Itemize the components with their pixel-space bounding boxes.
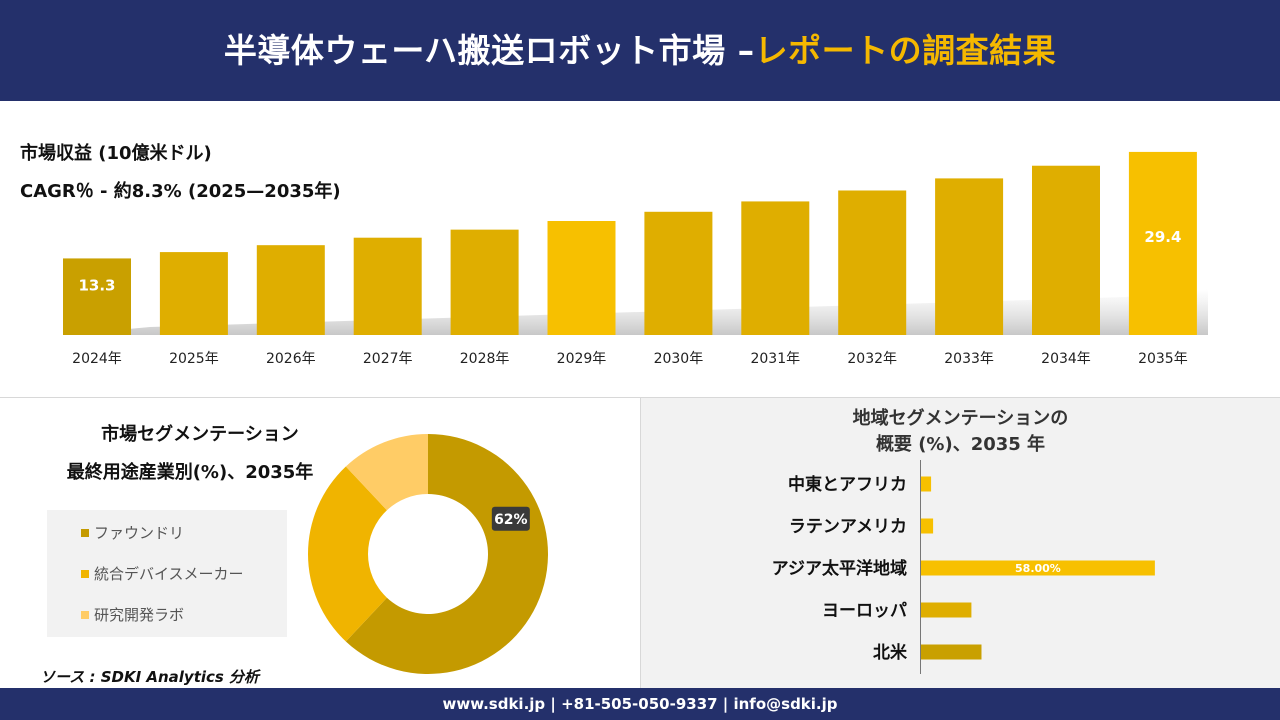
revenue-x-label: 2026年 bbox=[266, 351, 316, 367]
bar-shadow bbox=[63, 289, 1208, 335]
footer-contact: www.sdki.jp | +81-505-050-9337 | info@sd… bbox=[442, 695, 838, 713]
revenue-bar bbox=[547, 221, 616, 335]
revenue-x-label: 2024年 bbox=[72, 351, 122, 367]
regional-category-label: ラテンアメリカ bbox=[789, 517, 907, 537]
revenue-x-label: 2027年 bbox=[363, 351, 413, 367]
revenue-data-label: 13.3 bbox=[78, 276, 115, 294]
regional-category-label: 中東とアフリカ bbox=[788, 474, 907, 495]
donut-slice bbox=[308, 466, 387, 642]
revenue-x-label: 2030年 bbox=[654, 351, 704, 367]
revenue-x-label: 2031年 bbox=[750, 351, 800, 367]
regional-category-label: ヨーロッパ bbox=[822, 601, 907, 621]
regional-bar bbox=[921, 560, 1155, 576]
horizontal-divider bbox=[0, 397, 1280, 398]
segmentation-panel: 市場セグメンテーション 最終用途産業別(%)、2035年 ファウンドリ 統合デバ… bbox=[0, 398, 640, 688]
revenue-bar bbox=[838, 190, 907, 335]
legend-swatch-idm bbox=[81, 569, 89, 578]
revenue-panel: 市場収益 (10億米ドル) CAGR％ - 約8.3% (2025—2035年)… bbox=[0, 101, 1280, 397]
donut-slice bbox=[345, 434, 428, 511]
regional-bar bbox=[921, 476, 932, 492]
legend-item-idm: 統合デバイスメーカー bbox=[81, 563, 244, 584]
regional-category-label: アジア太平洋地域 bbox=[772, 558, 907, 579]
segmentation-donut-chart: 62% bbox=[308, 434, 548, 674]
regional-bar bbox=[921, 602, 972, 618]
revenue-bar bbox=[159, 252, 228, 335]
legend-item-foundry: ファウンドリ bbox=[81, 522, 184, 543]
revenue-x-label: 2025年 bbox=[169, 351, 219, 367]
regional-panel: 地域セグメンテーションの 概要 (%)、2035 年 中東とアフリカ ラテンアメリ… bbox=[641, 398, 1280, 688]
revenue-label: 市場収益 (10億米ドル) bbox=[20, 143, 212, 164]
donut-data-label: 62% bbox=[494, 512, 528, 528]
page-title: 半導体ウェーハ搬送ロボット市場 –レポートの調査結果 bbox=[0, 0, 1280, 101]
revenue-x-label: 2034年 bbox=[1041, 351, 1091, 367]
source-note: ソース : SDKI Analytics 分析 bbox=[40, 668, 260, 686]
revenue-bar-chart: 13.3 29.4 2024年 2025年 2026年 2027年 2028年 2029年 2… bbox=[63, 151, 1208, 367]
footer-bar: www.sdki.jp | +81-505-050-9337 | info@sd… bbox=[0, 688, 1280, 720]
cagr-label: CAGR％ - 約8.3% (2025—2035年) bbox=[20, 181, 341, 202]
revenue-bar bbox=[935, 178, 1004, 335]
regional-bar bbox=[921, 644, 982, 660]
revenue-x-label: 2035年 bbox=[1138, 351, 1188, 367]
vertical-divider bbox=[640, 398, 641, 688]
regional-category-label: 北米 bbox=[873, 642, 908, 663]
donut-label-box bbox=[491, 506, 530, 531]
donut-legend: ファウンドリ 統合デバイスメーカー 研究開発ラボ bbox=[47, 510, 287, 637]
revenue-bar bbox=[353, 237, 422, 335]
revenue-x-label: 2028年 bbox=[460, 351, 510, 367]
title-accent: レポートの調査結果 bbox=[754, 31, 1057, 70]
revenue-x-label: 2032年 bbox=[847, 351, 897, 367]
revenue-bar bbox=[63, 258, 131, 335]
segmentation-title: 市場セグメンテーション bbox=[101, 424, 299, 445]
legend-label-rnd: 研究開発ラボ bbox=[94, 606, 185, 624]
revenue-x-label: 2029年 bbox=[557, 351, 607, 367]
regional-data-label: 58.00% bbox=[1015, 562, 1061, 575]
legend-label-foundry: ファウンドリ bbox=[94, 524, 185, 542]
revenue-x-label: 2033年 bbox=[944, 351, 994, 367]
donut-slice bbox=[345, 434, 548, 674]
revenue-bar bbox=[644, 211, 713, 335]
revenue-data-label: 29.4 bbox=[1144, 228, 1181, 246]
legend-swatch-foundry bbox=[81, 528, 89, 537]
regional-title-line1: 地域セグメンテーションの bbox=[852, 408, 1069, 429]
revenue-bar bbox=[741, 201, 810, 335]
regional-bar bbox=[921, 518, 934, 534]
header-bar: 半導体ウェーハ搬送ロボット市場 –レポートの調査結果 bbox=[0, 0, 1280, 101]
legend-swatch-rnd bbox=[81, 610, 89, 619]
regional-title-line2: 概要 (%)、2035 年 bbox=[875, 434, 1046, 455]
revenue-bar bbox=[450, 229, 519, 335]
legend-label-idm: 統合デバイスメーカー bbox=[94, 565, 244, 583]
revenue-bar bbox=[1032, 165, 1100, 335]
segmentation-subtitle: 最終用途産業別(%)、2035年 bbox=[66, 462, 314, 483]
title-main: 半導体ウェーハ搬送ロボット市場 – bbox=[223, 31, 755, 70]
legend-item-rnd: 研究開発ラボ bbox=[81, 604, 184, 625]
revenue-bar bbox=[256, 245, 325, 335]
regional-title: 地域セグメンテーションの 概要 (%)、2035 年 bbox=[641, 406, 1280, 458]
revenue-bar bbox=[1128, 151, 1197, 335]
